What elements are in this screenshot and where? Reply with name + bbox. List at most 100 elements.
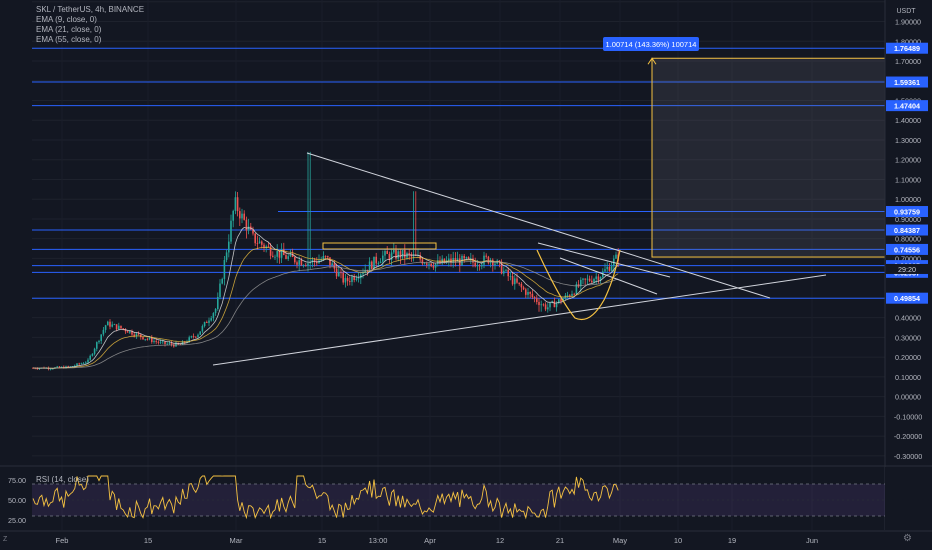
candle-body (285, 255, 287, 259)
candle-body (36, 368, 39, 370)
candle-body (135, 333, 138, 337)
candle-body (364, 269, 366, 274)
candle-body (397, 251, 399, 259)
candle-body (494, 263, 496, 266)
candle-body (91, 353, 94, 356)
candle-body (225, 252, 228, 260)
candle-body (560, 299, 562, 302)
rsi-axis-bg (885, 467, 932, 530)
candle-body (353, 276, 355, 281)
candle-body (49, 368, 52, 370)
candle-body (577, 284, 580, 287)
candle-body (492, 259, 494, 266)
candle-body (239, 211, 241, 219)
candle-body (395, 249, 397, 259)
candle-body (58, 366, 61, 368)
time-tick-label: 19 (728, 536, 736, 545)
candle-body (371, 261, 373, 269)
candle-body (256, 243, 259, 245)
candle-body (188, 337, 190, 342)
candle-body (263, 244, 265, 249)
rsi-tick-label: 25.00 (8, 516, 26, 525)
candle-body (228, 241, 230, 253)
candle-body (555, 302, 558, 308)
candle-body (98, 340, 100, 343)
candle-body (421, 259, 424, 264)
candle-body (459, 258, 461, 266)
candle-body (93, 348, 96, 354)
candle-body (78, 363, 80, 365)
candle-body (401, 249, 404, 258)
candle-body (355, 278, 358, 281)
candle-body (111, 324, 113, 327)
candle-body (137, 333, 140, 335)
candle-body (434, 263, 437, 268)
consolidation-box (322, 242, 437, 250)
candle-body (335, 268, 338, 277)
rsi-pane[interactable]: 75.00 50.00 25.00 (0, 465, 932, 530)
price-axis[interactable]: USDT1.900001.800001.700001.600001.500001… (884, 0, 932, 530)
candle-body (104, 325, 107, 330)
candle-body (503, 270, 505, 274)
candle-body (162, 341, 164, 343)
candle-body (522, 287, 525, 290)
candle-body (85, 362, 87, 364)
time-axis[interactable]: Feb 15 Mar 15 13:00 Apr 12 21 May 10 19 Jun (0, 530, 932, 545)
candle-body (294, 257, 296, 263)
candle-body (190, 336, 193, 338)
ema-55-label[interactable]: EMA (55, close, 0) (36, 35, 102, 44)
level-label: 0.74556 (894, 245, 920, 254)
chart-legend: SKL / TetherUS, 4h, BINANCE EMA (9, clos… (36, 5, 144, 45)
level-label-bg (886, 100, 928, 112)
ema-21-label[interactable]: EMA (21, close, 0) (36, 25, 102, 34)
candle-body (122, 328, 124, 330)
candle-body (274, 256, 276, 258)
candle-body (412, 254, 415, 257)
candle-body (305, 265, 307, 267)
candle-body (74, 365, 76, 367)
rsi-line (32, 475, 619, 520)
level-label-bg (886, 76, 928, 88)
candle-body (322, 256, 325, 260)
candle-body (89, 355, 91, 360)
candle-body (82, 363, 85, 365)
symbol-title[interactable]: SKL / TetherUS, 4h, BINANCE (36, 5, 145, 14)
candle-body (221, 278, 223, 284)
candle-body (500, 261, 503, 274)
candle-body (333, 263, 336, 269)
candle-body (448, 258, 450, 261)
candle-body (404, 249, 406, 258)
candle-body (67, 366, 69, 368)
candle-body (456, 258, 459, 262)
timezone-button[interactable]: Z (3, 536, 8, 543)
candle-body (234, 197, 237, 211)
candle-body (102, 329, 105, 335)
candle-body (481, 264, 483, 267)
candle-body (289, 253, 292, 257)
candle-body (531, 293, 534, 298)
price-tick-label: 0.40000 (895, 314, 921, 323)
candle-body (329, 257, 331, 266)
candle-body (575, 284, 578, 294)
candle-body (129, 331, 131, 333)
time-tick-label: Mar (230, 536, 243, 545)
candle-body (157, 341, 160, 343)
candle-body (428, 263, 430, 265)
candle-body (243, 213, 245, 220)
candle-body (223, 259, 226, 279)
candle-body (201, 326, 204, 332)
candle-body (351, 276, 353, 283)
price-tick-label: 1.20000 (895, 156, 921, 165)
candle-body (280, 249, 283, 258)
ema-9-label[interactable]: EMA (9, close, 0) (36, 15, 97, 24)
candle-body (604, 269, 606, 272)
candle-body (606, 266, 608, 270)
candle-body (615, 254, 617, 259)
price-tick-label: -0.10000 (894, 412, 922, 421)
settings-gear-icon[interactable]: ⚙ (903, 533, 912, 544)
candle-body (232, 210, 234, 221)
candle-body (408, 253, 410, 255)
candle-body (525, 289, 527, 295)
rsi-label[interactable]: RSI (14, close) (36, 475, 89, 484)
